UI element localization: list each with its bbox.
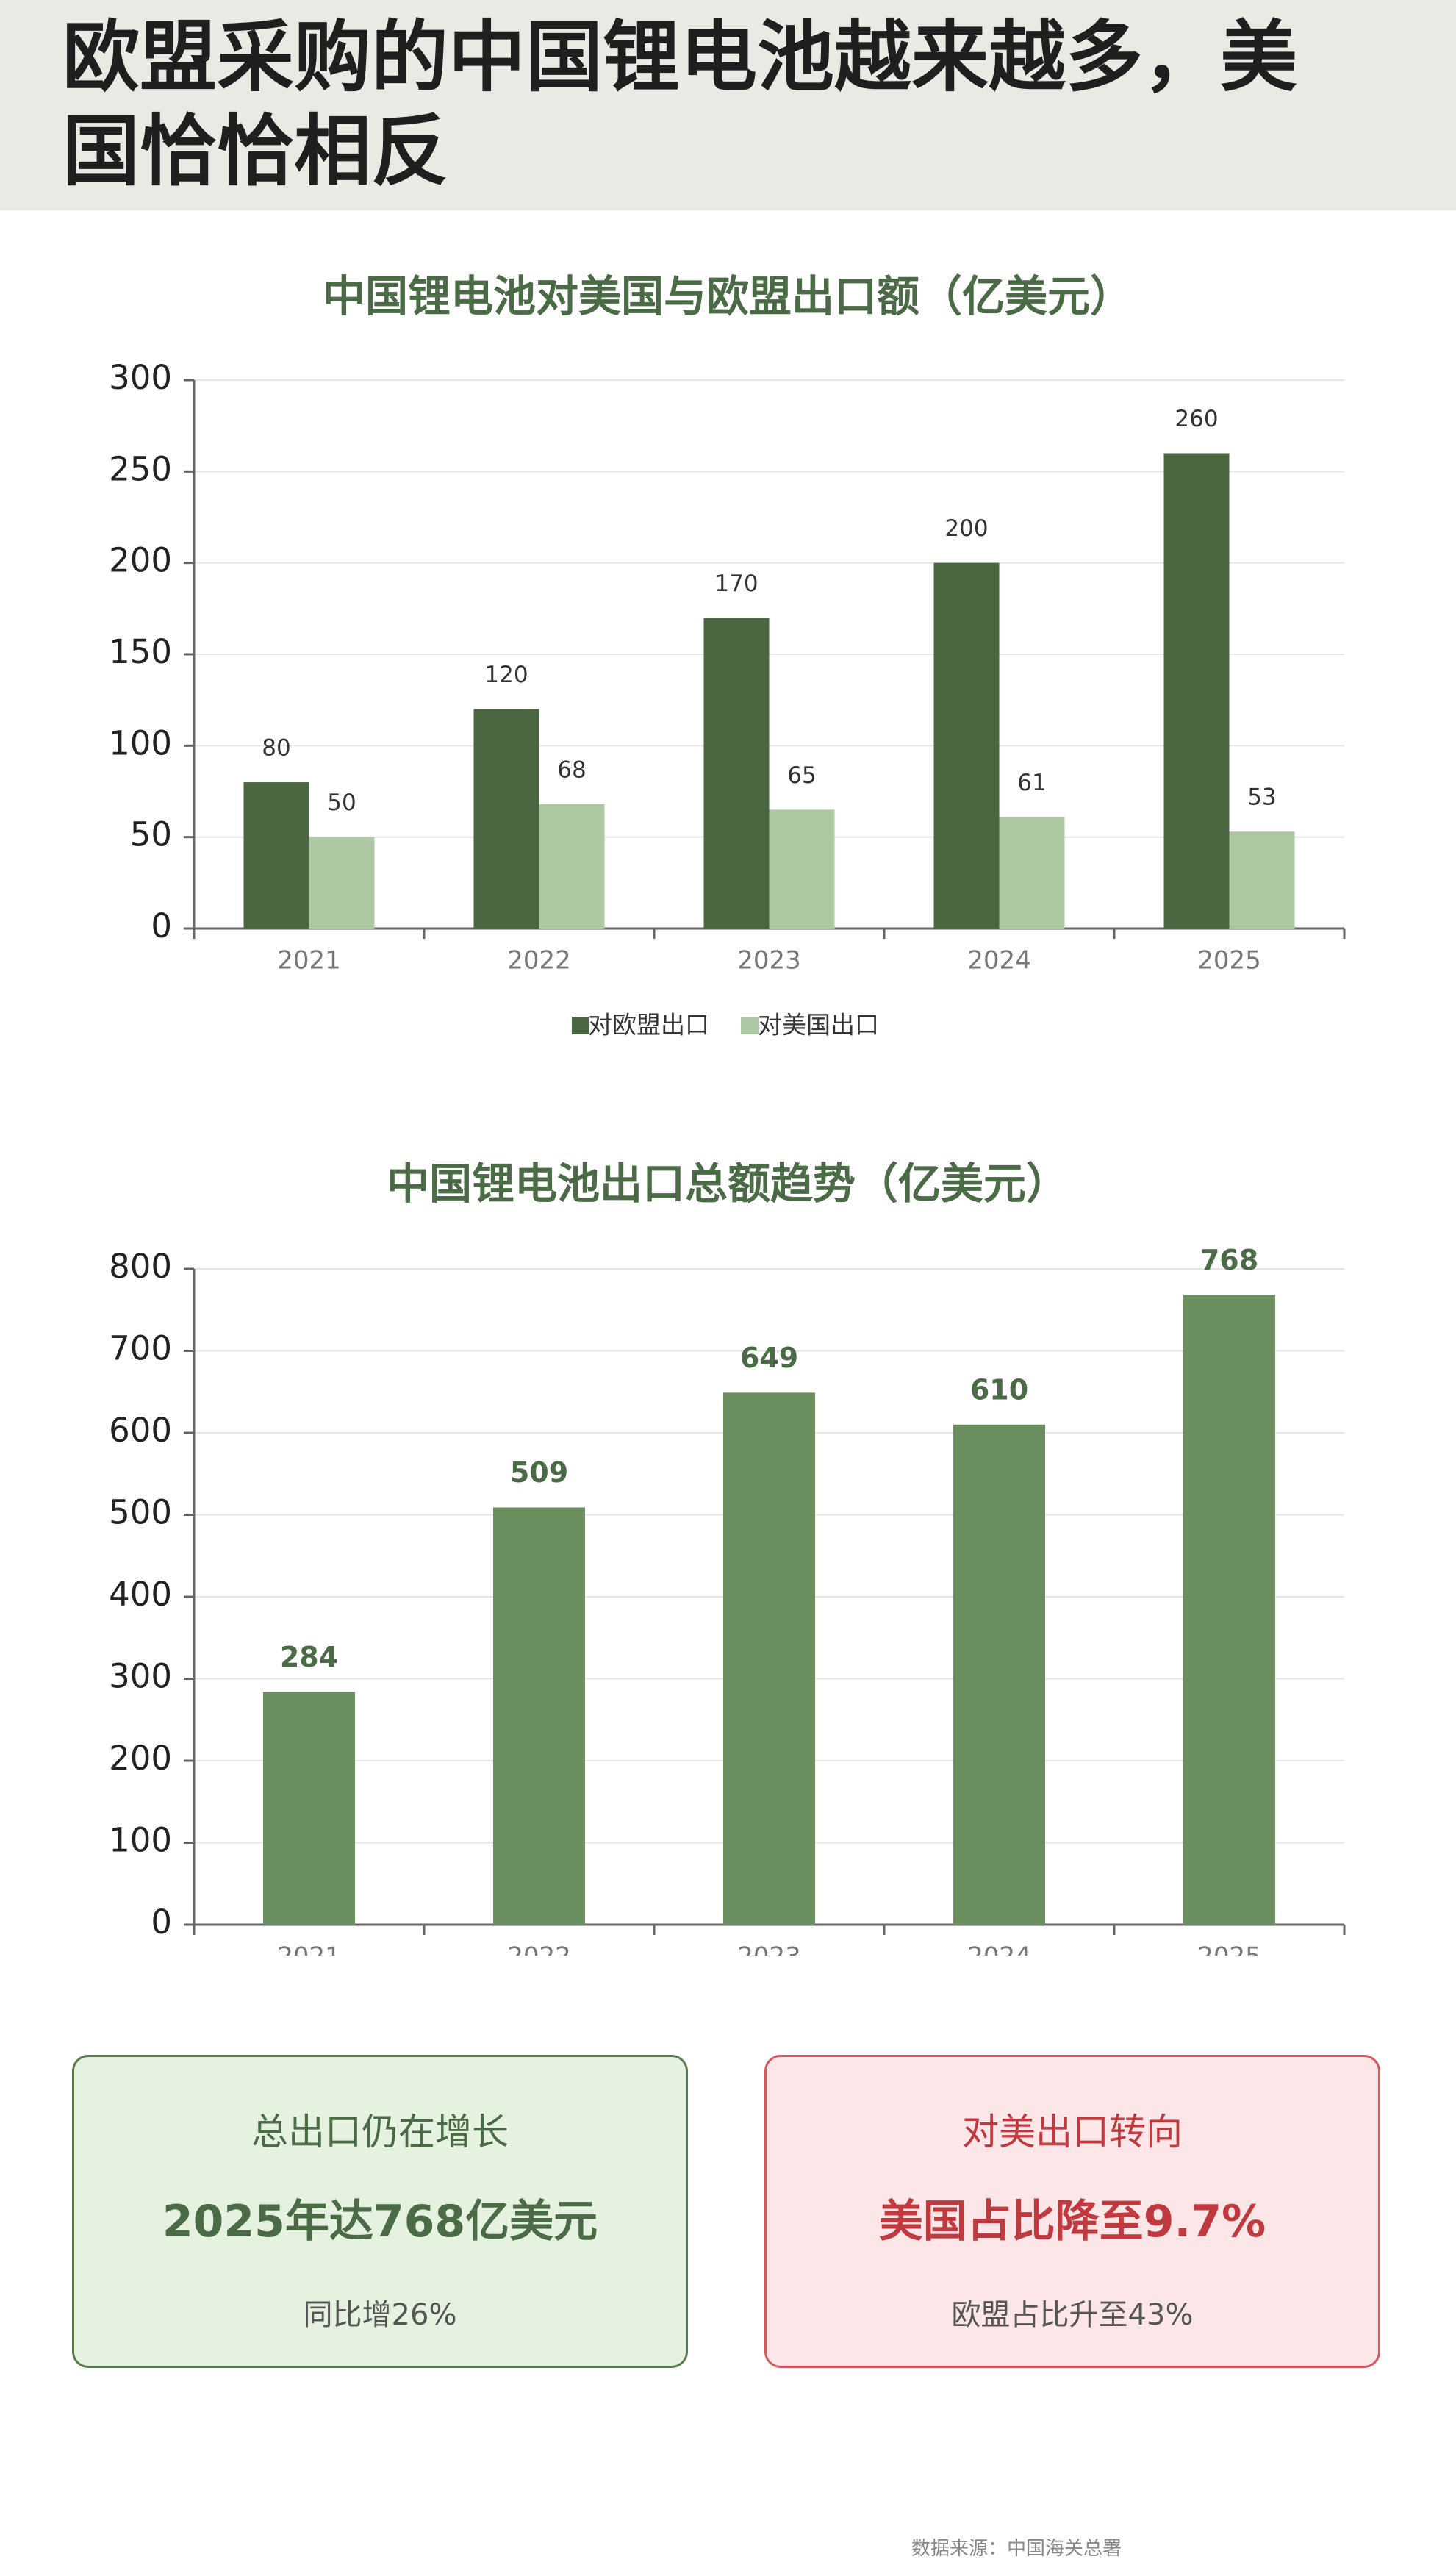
y-tick-label: 50 <box>130 815 172 854</box>
x-tick-label: 2021 <box>277 946 341 976</box>
legend-label: 对美国出口 <box>758 1011 879 1040</box>
legend-swatch <box>741 1017 759 1034</box>
y-tick-label: 700 <box>109 1329 172 1368</box>
x-tick-label: 2024 <box>967 1942 1031 1956</box>
y-tick-label: 400 <box>109 1575 172 1614</box>
value-label: 170 <box>714 570 758 597</box>
card-highlight: 美国占比降至9.7% <box>878 2196 1266 2247</box>
bar <box>703 618 770 929</box>
y-tick-label: 150 <box>109 632 172 671</box>
card-heading: 总出口仍在增长 <box>251 2111 509 2153</box>
bar <box>1163 453 1230 929</box>
bar <box>493 1507 585 1925</box>
bar <box>953 1424 1045 1925</box>
bar <box>243 782 309 929</box>
x-tick-label: 2021 <box>277 1942 341 1956</box>
legend-swatch <box>572 1017 589 1034</box>
footer-source: 数据来源：中国海关总署 <box>911 2538 1122 2560</box>
bar <box>999 817 1065 929</box>
value-label: 65 <box>787 762 816 789</box>
x-tick-label: 2022 <box>507 946 571 976</box>
y-tick-label: 0 <box>151 906 172 945</box>
value-label: 80 <box>262 735 290 762</box>
y-tick-label: 0 <box>151 1903 172 1942</box>
x-tick-label: 2024 <box>967 946 1031 976</box>
card-note: 同比增26% <box>303 2298 457 2332</box>
value-label: 610 <box>970 1373 1028 1406</box>
y-tick-label: 500 <box>109 1493 172 1532</box>
value-label: 53 <box>1247 784 1276 811</box>
value-label: 50 <box>327 790 356 816</box>
x-tick-label: 2023 <box>737 1942 801 1956</box>
bar <box>473 709 539 929</box>
value-label: 68 <box>557 756 586 783</box>
value-label: 260 <box>1175 406 1218 432</box>
card: 总出口仍在增长 2025年达768亿美元 同比增26% <box>72 2055 688 2368</box>
chart: 中国锂电池对美国与欧盟出口额（亿美元） 0 50 100 150 200 250 300 202… <box>109 271 1346 1040</box>
value-label: 768 <box>1200 1244 1258 1276</box>
value-label: 509 <box>510 1456 568 1489</box>
y-tick-label: 200 <box>109 541 172 580</box>
bar <box>263 1692 355 1925</box>
card: 对美出口转向 美国占比降至9.7% 欧盟占比升至43% <box>764 2055 1380 2368</box>
card-note: 欧盟占比升至43% <box>951 2298 1194 2332</box>
y-tick-label: 600 <box>109 1411 172 1450</box>
value-label: 120 <box>484 662 528 688</box>
x-tick-label: 2023 <box>737 946 801 976</box>
y-tick-label: 100 <box>109 723 172 762</box>
value-label: 649 <box>740 1342 798 1374</box>
value-label: 284 <box>280 1641 338 1673</box>
bar <box>769 809 835 929</box>
chart-title: 中国锂电池出口总额趋势（亿美元） <box>387 1159 1069 1209</box>
bar <box>933 562 1000 929</box>
x-tick-label: 2022 <box>507 1942 571 1956</box>
bar <box>723 1392 815 1925</box>
x-tick-label: 2025 <box>1197 946 1261 976</box>
chart: 中国锂电池出口总额趋势（亿美元） 0 100 200 300 400 500 600 700 80… <box>109 1159 1346 1956</box>
y-tick-label: 100 <box>109 1821 172 1860</box>
page-title: 欧盟采购的中国锂电池越来越多，美国恰恰相反 <box>62 12 1298 196</box>
bar <box>539 804 605 929</box>
header: 欧盟采购的中国锂电池越来越多，美国恰恰相反 <box>0 0 1456 210</box>
y-tick-label: 800 <box>109 1247 172 1286</box>
value-label: 200 <box>944 515 988 542</box>
card-highlight: 2025年达768亿美元 <box>162 2196 598 2247</box>
value-label: 61 <box>1017 770 1046 796</box>
card-heading: 对美出口转向 <box>962 2111 1183 2153</box>
y-tick-label: 300 <box>109 1657 172 1696</box>
chart-title: 中国锂电池对美国与欧盟出口额（亿美元） <box>323 271 1133 321</box>
bar <box>1183 1295 1275 1925</box>
x-tick-label: 2025 <box>1197 1942 1261 1956</box>
legend-label: 对欧盟出口 <box>588 1011 709 1040</box>
y-tick-label: 250 <box>109 449 172 488</box>
y-tick-label: 200 <box>109 1739 172 1778</box>
y-tick-label: 300 <box>109 358 172 397</box>
bar <box>1229 831 1295 929</box>
bar <box>309 837 375 929</box>
